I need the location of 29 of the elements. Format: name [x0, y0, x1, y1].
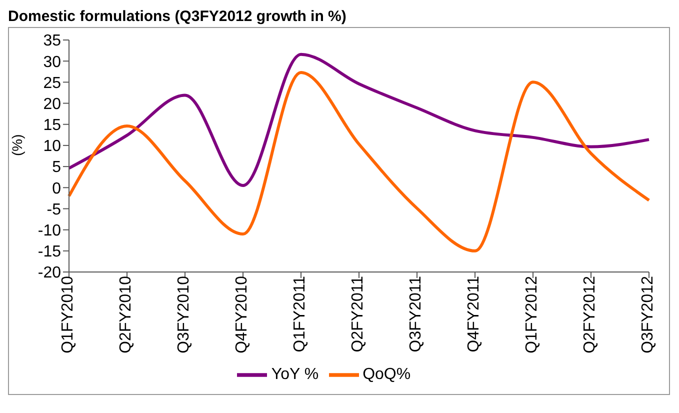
y-tick-label: 35 — [43, 32, 62, 50]
y-tick-label: 30 — [43, 54, 62, 71]
x-tick-label: Q1FY2012 — [523, 276, 540, 354]
line-series — [68, 70, 650, 252]
x-tick-label: Q3FY2011 — [407, 276, 424, 352]
x-tick-label: Q3FY2012 — [639, 276, 656, 354]
y-tick-label: -5 — [46, 201, 62, 218]
y-tick-label: -20 — [38, 264, 62, 282]
y-axis-title: (%) — [8, 134, 25, 156]
y-tick-label: 5 — [52, 159, 62, 176]
chart-title: Domestic formulations (Q3FY2012 growth in %) — [8, 8, 348, 25]
x-tick-label: Q3FY2010 — [175, 276, 192, 354]
y-tick-label: 25 — [43, 74, 62, 92]
legend-label: QoQ% — [362, 366, 411, 384]
y-tick-label: -15 — [38, 244, 62, 261]
y-tick-label: -10 — [38, 222, 62, 240]
line-series — [68, 52, 650, 188]
x-tick-label: Q2FY2010 — [117, 276, 134, 354]
y-tick-label: 10 — [43, 138, 62, 156]
x-tick-label: Q4FY2010 — [233, 276, 250, 354]
x-tick-label: Q2FY2012 — [581, 276, 598, 354]
legend-label: YoY % — [271, 366, 319, 384]
y-tick-label: 15 — [43, 117, 62, 134]
y-tick-label: 20 — [43, 96, 62, 113]
x-tick-label: Q2FY2011 — [349, 276, 366, 352]
x-tick-label: Q1FY2011 — [291, 276, 308, 352]
x-tick-label: Q4FY2011 — [465, 276, 482, 352]
x-tick-label: Q1FY2010 — [59, 276, 76, 354]
y-tick-label: 0 — [52, 180, 62, 198]
